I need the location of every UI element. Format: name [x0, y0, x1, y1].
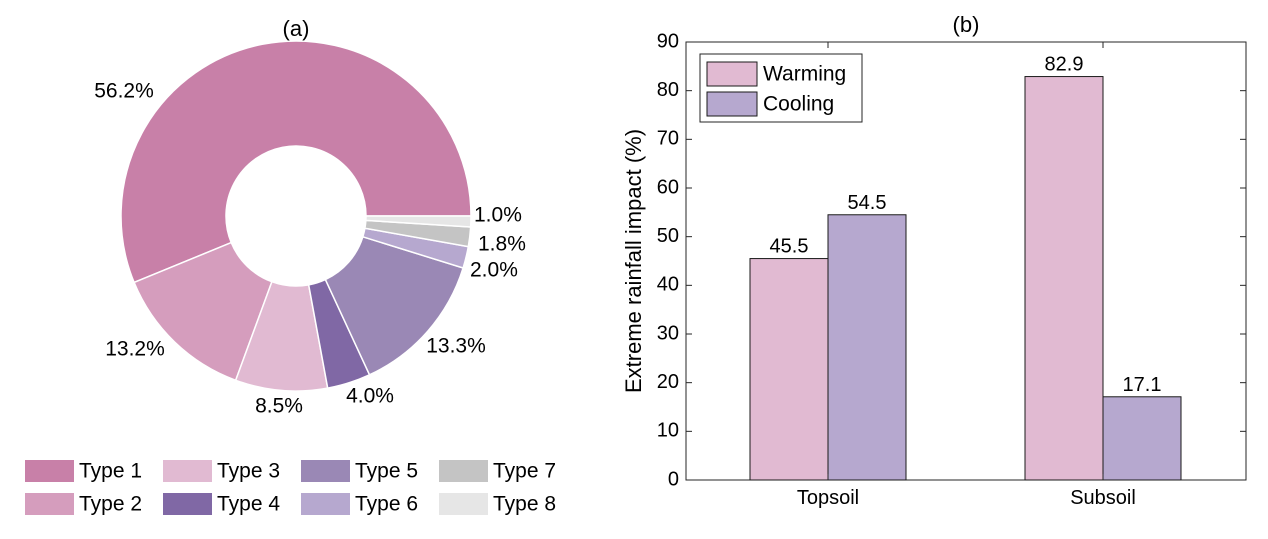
legend-swatch-type-5	[301, 460, 350, 482]
y-tick-label: 50	[657, 225, 679, 247]
y-tick-label: 70	[657, 128, 679, 150]
legend-swatch-type-2	[25, 493, 74, 515]
donut-slice-label-4: 4.0%	[346, 385, 394, 408]
y-tick-label: 30	[657, 322, 679, 344]
donut-slice-label-2: 13.2%	[105, 338, 165, 361]
x-tick-label: Subsoil	[1070, 487, 1136, 509]
legend-swatch-type-4	[163, 493, 212, 515]
bar-cooling-topsoil	[827, 214, 907, 481]
x-axis-ticks: Topsoil Subsoil	[797, 42, 1136, 509]
legend-swatch-warming	[706, 61, 758, 87]
donut-slice-label-3: 8.5%	[255, 395, 303, 418]
legend-swatch-type-7	[439, 460, 488, 482]
donut-slice-1	[120, 40, 472, 284]
legend-label-type-5: Type 5	[355, 460, 418, 483]
plot-area-frame	[685, 41, 1247, 481]
y-axis-label: Extreme rainfall impact (%)	[621, 129, 646, 393]
legend-label-type-2: Type 2	[79, 493, 142, 516]
legend-swatch-type-6	[301, 493, 350, 515]
legend-label-type-3: Type 3	[217, 460, 280, 483]
bars	[749, 76, 1182, 481]
bar-value-label: 17.1	[1123, 374, 1162, 396]
legend-label-warming: Warming	[763, 63, 846, 86]
x-tick-label: Topsoil	[797, 487, 859, 509]
donut-slice-8	[365, 215, 472, 228]
y-axis-ticks: 0 10 20 30 40 50 60 70 80 90	[657, 30, 1246, 490]
donut-slice-label-8: 1.0%	[474, 204, 522, 227]
y-tick-label: 80	[657, 79, 679, 101]
legend-swatch-type-8	[439, 493, 488, 515]
donut-slice-2	[133, 241, 273, 382]
legend-label-type-8: Type 8	[493, 493, 556, 516]
donut-chart-panel: (a) 56.2%13.2%8.5% 4.0%13.3%2.0%1.8%1.0% …	[25, 16, 556, 516]
legend-label-cooling: Cooling	[763, 93, 834, 116]
legend-swatch-type-1	[25, 460, 74, 482]
y-tick-label: 40	[657, 274, 679, 296]
legend-swatch-type-3	[163, 460, 212, 482]
bar-value-label: 82.9	[1045, 54, 1084, 76]
legend-label-type-1: Type 1	[79, 460, 142, 483]
donut-slice-label-1: 56.2%	[94, 80, 154, 103]
bar-chart-title: (b)	[953, 12, 980, 37]
y-tick-label: 60	[657, 176, 679, 198]
donut-slice-label-5: 13.3%	[426, 335, 486, 358]
donut-slice-5	[324, 235, 465, 376]
bar-warming-topsoil	[749, 258, 829, 481]
bar-value-labels: 45.5 54.5 82.9 17.1	[770, 54, 1162, 396]
y-tick-label: 90	[657, 30, 679, 52]
donut-slice-label-7: 1.8%	[478, 233, 526, 256]
y-tick-label: 0	[668, 468, 679, 490]
legend-label-type-7: Type 7	[493, 460, 556, 483]
bar-warming-subsoil	[1024, 76, 1104, 481]
bar-cooling-subsoil	[1102, 396, 1182, 481]
bar-chart-panel: (b) 0 10 20 30 40 50 60 70 80 90 45.5 54.5 82.9 17.1…	[621, 12, 1247, 509]
bar-value-label: 45.5	[770, 236, 809, 258]
donut-slice-label-6: 2.0%	[470, 259, 518, 282]
donut-slice-labels: 56.2% 13.2% 8.5% 4.0% 13.3% 2.0% 1.8% 1.0%	[94, 80, 526, 418]
y-tick-label: 10	[657, 420, 679, 442]
bar-legend: Warming Cooling	[699, 53, 863, 123]
legend-label-type-6: Type 6	[355, 493, 418, 516]
donut-chart-title: (a)	[283, 16, 310, 41]
legend-label-type-4: Type 4	[217, 493, 280, 516]
donut-legend: Type 1 Type 2 Type 3 Type 4 Type 5 Type 6 Type…	[25, 460, 556, 516]
legend-swatch-cooling	[706, 91, 758, 117]
bar-value-label: 54.5	[848, 192, 887, 214]
donut-slices	[120, 40, 472, 392]
y-tick-label: 20	[657, 371, 679, 393]
